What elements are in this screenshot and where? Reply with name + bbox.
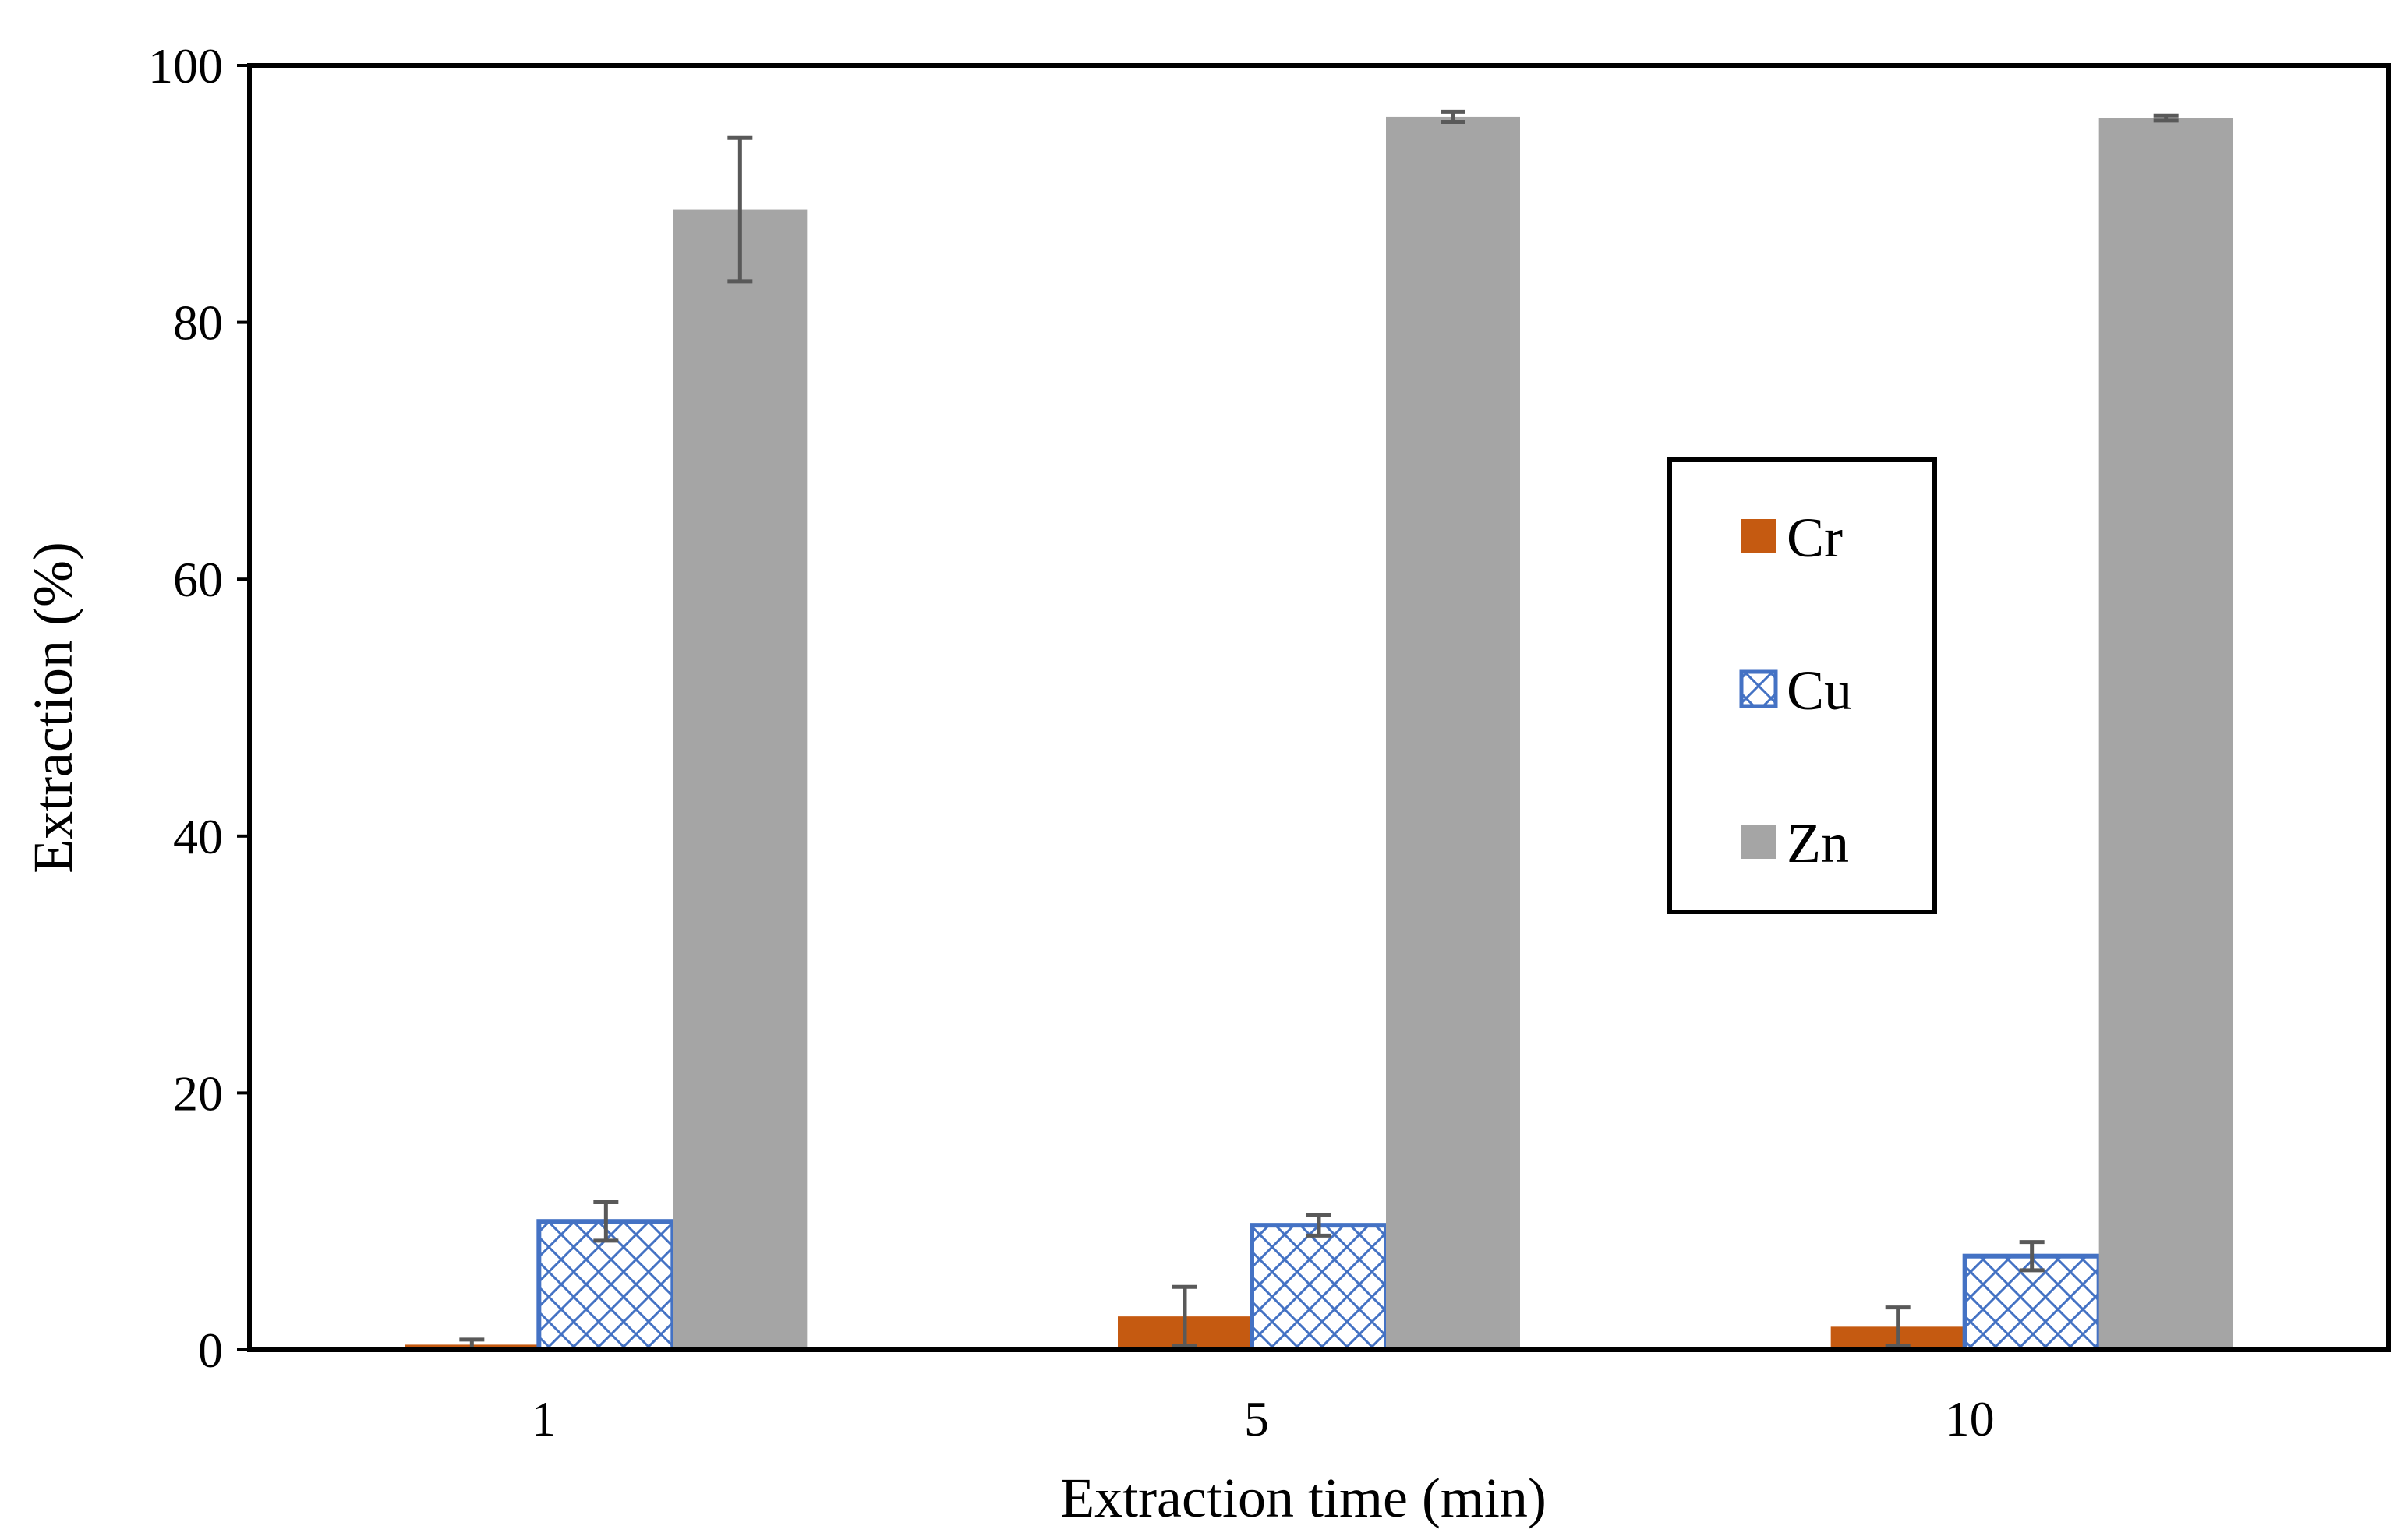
legend-swatch-cr — [1741, 519, 1776, 553]
bar-zn-1 — [673, 209, 808, 1351]
x-tick-label: 1 — [531, 1391, 556, 1446]
error-bar-zn-1 — [727, 135, 753, 284]
y-tick-label: 0 — [198, 1323, 223, 1378]
y-tick-label: 40 — [173, 809, 223, 864]
error-bar-cr-5 — [1172, 1284, 1197, 1348]
y-tick-label: 60 — [173, 552, 223, 607]
legend-item-cr: Cr — [1741, 507, 1843, 569]
y-tick-label: 20 — [173, 1065, 223, 1121]
legend-box — [1667, 457, 1937, 914]
legend-swatch-cu — [1739, 669, 1778, 708]
bar-zn-10 — [2098, 118, 2233, 1350]
error-bar-cu-10 — [2019, 1240, 2045, 1273]
legend-label-zn: Zn — [1787, 812, 1849, 874]
error-bar-cu-5 — [1306, 1213, 1331, 1238]
x-tick-label: 5 — [1244, 1391, 1269, 1446]
error-bar-zn-10 — [2153, 113, 2179, 123]
y-tick-label: 80 — [173, 295, 223, 351]
legend-label-cu: Cu — [1787, 659, 1852, 722]
y-axis-title: Extraction (%) — [22, 542, 84, 874]
legend-swatch-zn — [1741, 825, 1776, 859]
x-axis-title: Extraction time (min) — [1060, 1467, 1547, 1529]
error-bar-cr-10 — [1885, 1305, 1911, 1348]
x-tick-label: 10 — [1945, 1391, 1995, 1446]
bar-zn-5 — [1386, 116, 1520, 1350]
x-axis-ticks: 1 5 10 — [531, 1391, 1994, 1446]
legend-item-zn: Zn — [1741, 812, 1849, 874]
y-axis-ticks: 0 20 40 60 80 100 — [148, 38, 249, 1378]
bar-cu-5 — [1250, 1223, 1388, 1353]
y-tick-label: 100 — [148, 38, 223, 94]
legend: Cr Cu Zn — [1667, 457, 1937, 914]
legend-item-cu: Cu — [1739, 659, 1852, 722]
bars-layer — [405, 116, 2233, 1353]
legend-label-cr: Cr — [1787, 507, 1843, 569]
error-bar-cu-1 — [593, 1199, 619, 1243]
plot-area-frame — [247, 63, 2391, 1352]
error-bar-zn-5 — [1441, 109, 1465, 125]
